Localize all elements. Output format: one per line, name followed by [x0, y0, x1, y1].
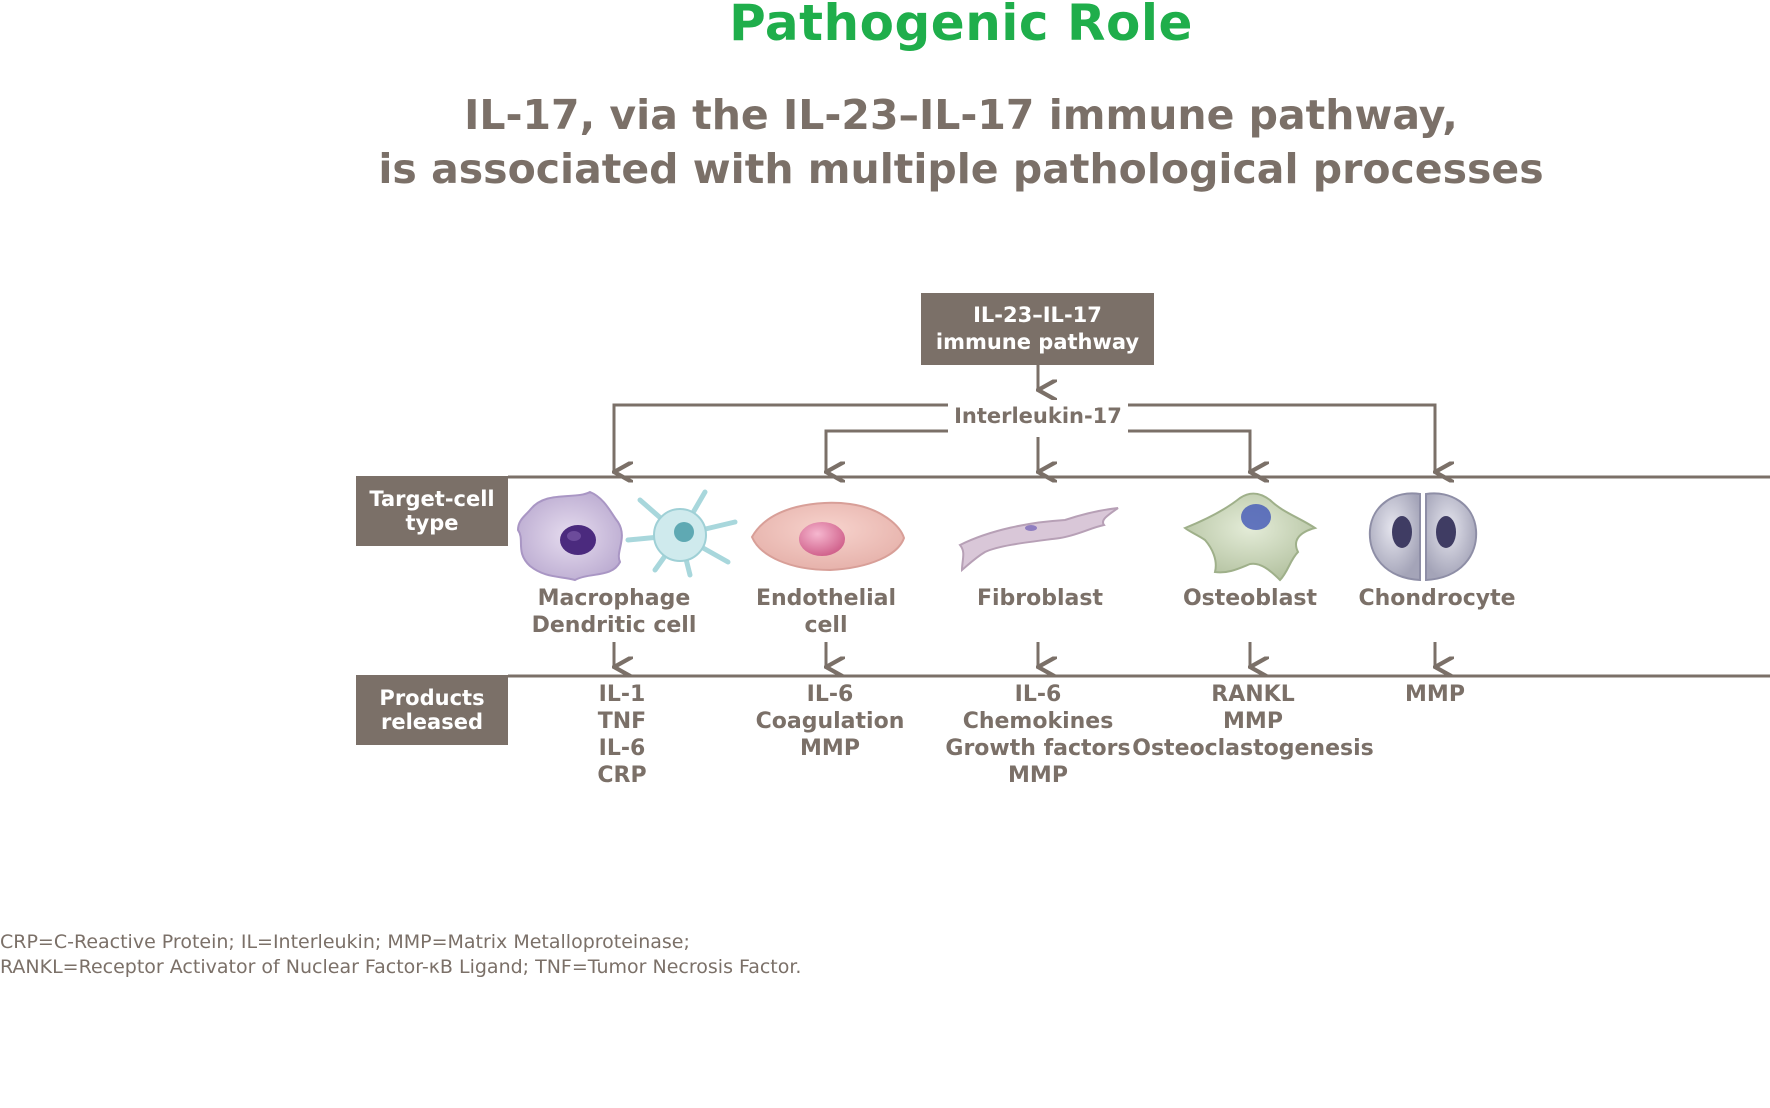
- pathway-box-line-1: IL-23–IL-17: [973, 303, 1102, 327]
- dendritic-cell-icon: [625, 489, 738, 578]
- row-label-target-line-1: Target-cell: [369, 487, 495, 511]
- products-macrophage-dendritic: IL-1 TNF IL-6 CRP: [492, 681, 752, 789]
- pathway-box: IL-23–IL-17 immune pathway: [921, 293, 1154, 365]
- product-item: Chemokines: [962, 709, 1114, 734]
- products-osteoblast: RANKL MMP Osteoclastogenesis: [1123, 681, 1383, 762]
- footnote-line-1: CRP=C-Reactive Protein; IL=Interleukin; …: [0, 931, 690, 953]
- product-item: MMP: [1008, 763, 1068, 788]
- cell-name-line: Fibroblast: [976, 586, 1104, 611]
- product-item: Coagulation: [755, 709, 905, 734]
- product-item: MMP: [1223, 709, 1283, 734]
- branch-chondrocyte: [1128, 403, 1435, 472]
- branch-osteoblast: [1128, 429, 1250, 472]
- cell-name-fibroblast: Fibroblast: [920, 585, 1160, 612]
- cell-name-line: Endothelial: [755, 586, 897, 611]
- row-label-target-cell-type: Target-cell type: [356, 476, 508, 546]
- macrophage-icon: [516, 490, 623, 582]
- cell-name-macrophage-dendritic: Macrophage Dendritic cell: [494, 585, 734, 639]
- pathway-box-line-2: immune pathway: [935, 330, 1140, 354]
- row-label-target-line-2: type: [405, 511, 459, 535]
- endothelial-cell-icon: [750, 501, 906, 572]
- product-item: IL-6: [1014, 682, 1062, 707]
- fibroblast-icon: [958, 507, 1119, 573]
- product-item: TNF: [597, 709, 647, 734]
- row-label-products-line-1: Products: [379, 686, 485, 710]
- product-item: Growth factors: [945, 736, 1131, 761]
- cell-name-line: Macrophage: [537, 586, 691, 611]
- row-label-products-released: Products released: [356, 675, 508, 745]
- products-endothelial: IL-6 Coagulation MMP: [700, 681, 960, 762]
- cell-name-line: Osteoblast: [1182, 586, 1318, 611]
- branch-macrophage: [614, 403, 948, 472]
- product-item: RANKL: [1211, 682, 1295, 707]
- row-label-products-line-2: released: [381, 710, 483, 734]
- product-item: MMP: [1405, 682, 1465, 707]
- cell-name-endothelial: Endothelial cell: [706, 585, 946, 639]
- products-chondrocyte: MMP: [1305, 681, 1565, 708]
- cell-name-line: cell: [804, 613, 848, 638]
- connectors: [508, 365, 1770, 678]
- product-item: Osteoclastogenesis: [1132, 736, 1374, 761]
- product-item: IL-6: [598, 736, 646, 761]
- footnote-line-2: RANKL=Receptor Activator of Nuclear Fact…: [0, 956, 802, 978]
- products-fibroblast: IL-6 Chemokines Growth factors MMP: [908, 681, 1168, 789]
- interleukin-17-label: Interleukin-17: [948, 400, 1128, 432]
- chondrocyte-icon: [1368, 492, 1478, 582]
- page-subtitle: IL-17, via the IL-23–IL-17 immune pathwa…: [0, 88, 1770, 196]
- cell-name-chondrocyte: Chondrocyte: [1317, 585, 1557, 612]
- product-item: IL-1: [598, 682, 646, 707]
- page-title: Pathogenic Role: [729, 0, 1193, 52]
- footnote: CRP=C-Reactive Protein; IL=Interleukin; …: [0, 930, 801, 980]
- subtitle-line-1: IL-17, via the IL-23–IL-17 immune pathwa…: [464, 91, 1458, 139]
- product-item: MMP: [800, 736, 860, 761]
- product-item: IL-6: [806, 682, 854, 707]
- cell-name-line: Dendritic cell: [531, 613, 697, 638]
- cell-name-osteoblast: Osteoblast: [1130, 585, 1370, 612]
- cell-name-line: Chondrocyte: [1358, 586, 1516, 611]
- product-item: CRP: [597, 763, 647, 788]
- subtitle-line-2: is associated with multiple pathological…: [378, 145, 1544, 193]
- osteoblast-icon: [1183, 492, 1318, 582]
- branch-endothelial: [826, 429, 948, 472]
